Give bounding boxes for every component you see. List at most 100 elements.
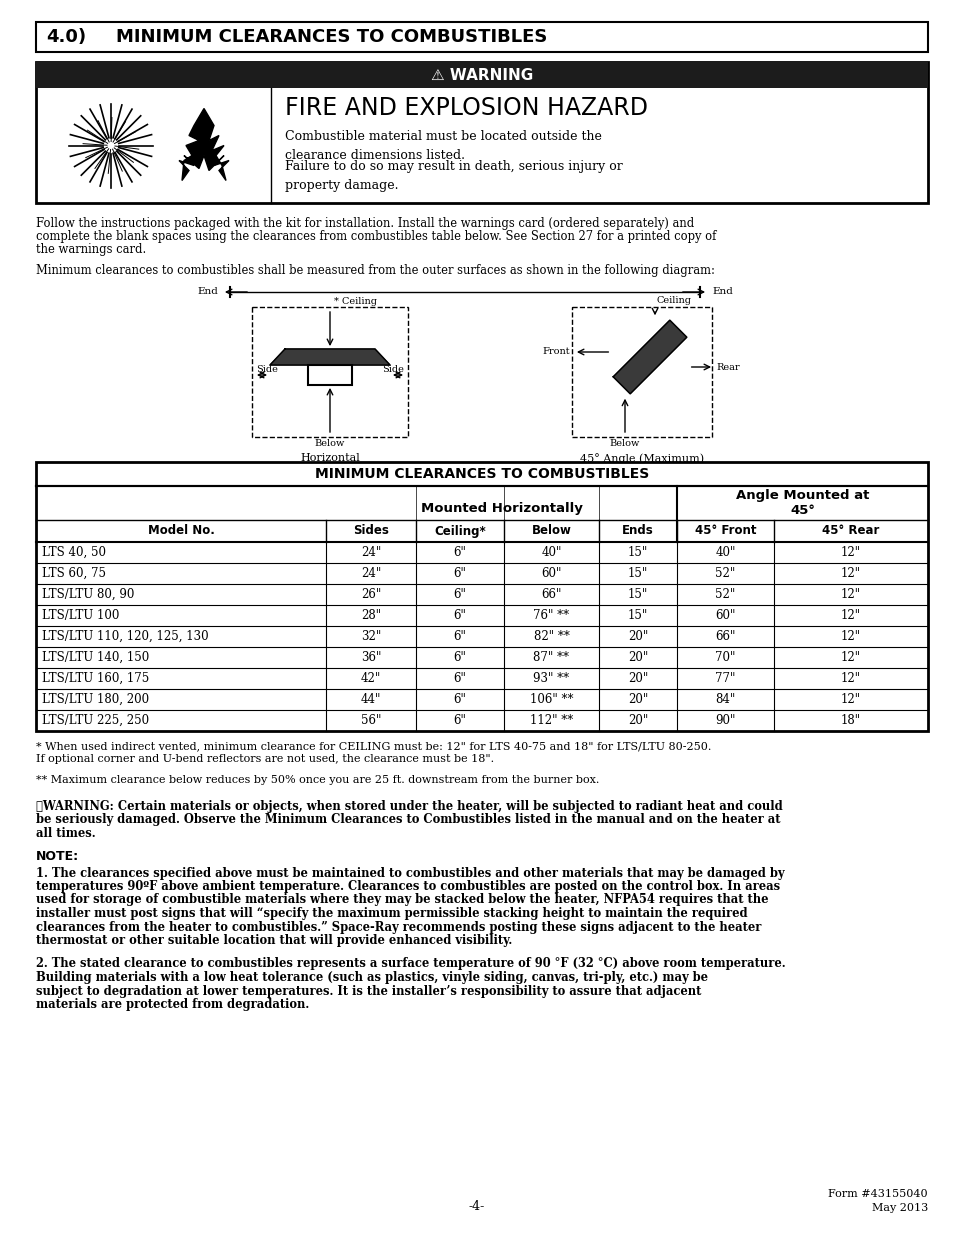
Text: 76" **: 76" **	[533, 609, 569, 622]
Text: 26": 26"	[360, 588, 381, 601]
Text: 52": 52"	[715, 588, 735, 601]
Text: 40": 40"	[540, 546, 561, 559]
Text: 60": 60"	[715, 609, 735, 622]
Text: 4.0): 4.0)	[46, 28, 86, 46]
Text: 12": 12"	[840, 588, 861, 601]
Text: the warnings card.: the warnings card.	[36, 243, 146, 256]
Text: 52": 52"	[715, 567, 735, 580]
Text: 66": 66"	[540, 588, 561, 601]
Text: Below: Below	[531, 525, 571, 537]
Text: 20": 20"	[627, 651, 647, 664]
Text: 15": 15"	[627, 588, 647, 601]
Text: 15": 15"	[627, 567, 647, 580]
Text: 44": 44"	[360, 693, 381, 706]
Text: Ends: Ends	[621, 525, 653, 537]
Text: 82" **: 82" **	[533, 630, 569, 643]
Text: ⚠ WARNING: ⚠ WARNING	[431, 68, 533, 83]
Text: 87" **: 87" **	[533, 651, 569, 664]
Text: NOTE:: NOTE:	[36, 851, 79, 863]
Text: End: End	[711, 288, 732, 296]
Text: 45° Angle (Maximum): 45° Angle (Maximum)	[579, 453, 703, 464]
Text: 12": 12"	[840, 567, 861, 580]
Text: 6": 6"	[453, 630, 466, 643]
Text: Below: Below	[609, 438, 639, 448]
Bar	[252, 308, 408, 437]
Polygon shape	[613, 320, 686, 394]
Text: Sides: Sides	[353, 525, 389, 537]
Text: used for storage of combustible materials where they may be stacked below the he: used for storage of combustible material…	[36, 893, 768, 906]
Text: LTS/LTU 140, 150: LTS/LTU 140, 150	[42, 651, 149, 664]
Text: 6": 6"	[453, 588, 466, 601]
Text: Rear: Rear	[716, 363, 739, 372]
Text: 24": 24"	[360, 546, 381, 559]
Text: 15": 15"	[627, 546, 647, 559]
Text: 2. The stated clearance to combustibles represents a surface temperature of 90 °: 2. The stated clearance to combustibles …	[36, 957, 785, 971]
Text: 6": 6"	[453, 546, 466, 559]
Text: 93" **: 93" **	[533, 672, 569, 685]
Text: 12": 12"	[840, 693, 861, 706]
Text: LTS 40, 50: LTS 40, 50	[42, 546, 106, 559]
Text: LTS/LTU 110, 120, 125, 130: LTS/LTU 110, 120, 125, 130	[42, 630, 209, 643]
Text: Ceiling: Ceiling	[657, 296, 691, 305]
Text: 28": 28"	[360, 609, 380, 622]
Text: Horizontal: Horizontal	[300, 453, 359, 463]
Text: 20": 20"	[627, 714, 647, 727]
Text: Side: Side	[255, 366, 277, 374]
Text: * Ceiling: * Ceiling	[334, 296, 376, 306]
Text: all times.: all times.	[36, 827, 95, 840]
Text: 12": 12"	[840, 630, 861, 643]
Text: 32": 32"	[360, 630, 381, 643]
Text: MINIMUM CLEARANCES TO COMBUSTIBLES: MINIMUM CLEARANCES TO COMBUSTIBLES	[314, 467, 648, 480]
Text: 42": 42"	[360, 672, 381, 685]
Text: 90": 90"	[715, 714, 735, 727]
Text: Ceiling*: Ceiling*	[434, 525, 485, 537]
Bar	[36, 62, 927, 203]
Text: Follow the instructions packaged with the kit for installation. Install the warn: Follow the instructions packaged with th…	[36, 217, 694, 230]
Text: Below: Below	[314, 438, 345, 448]
Text: LTS/LTU 160, 175: LTS/LTU 160, 175	[42, 672, 149, 685]
Text: FIRE AND EXPLOSION HAZARD: FIRE AND EXPLOSION HAZARD	[285, 96, 647, 120]
Text: clearances from the heater to combustibles.” Space-Ray recommends posting these : clearances from the heater to combustibl…	[36, 920, 760, 934]
Polygon shape	[270, 350, 390, 366]
Text: 36": 36"	[360, 651, 381, 664]
Text: 40": 40"	[715, 546, 735, 559]
Text: Combustible material must be located outside the
clearance dimensions listed.: Combustible material must be located out…	[285, 130, 601, 162]
Text: thermostat or other suitable location that will provide enhanced visibility.: thermostat or other suitable location th…	[36, 934, 512, 947]
Text: 6": 6"	[453, 693, 466, 706]
Text: Failure to do so may result in death, serious injury or
property damage.: Failure to do so may result in death, se…	[285, 161, 622, 191]
Text: 112" **: 112" **	[529, 714, 573, 727]
Text: 20": 20"	[627, 672, 647, 685]
Text: Front: Front	[542, 347, 569, 357]
Bar	[36, 22, 927, 52]
Text: 12": 12"	[840, 651, 861, 664]
Text: 20": 20"	[627, 630, 647, 643]
Text: 6": 6"	[453, 672, 466, 685]
Text: Mounted Horizontally: Mounted Horizontally	[420, 501, 582, 515]
Text: complete the blank spaces using the clearances from combustibles table below. Se: complete the blank spaces using the clea…	[36, 230, 716, 243]
Text: LTS/LTU 100: LTS/LTU 100	[42, 609, 119, 622]
Text: 15": 15"	[627, 609, 647, 622]
Text: 60": 60"	[540, 567, 561, 580]
Text: 1. The clearances specified above must be maintained to combustibles and other m: 1. The clearances specified above must b…	[36, 867, 783, 879]
Text: LTS/LTU 225, 250: LTS/LTU 225, 250	[42, 714, 149, 727]
Bar	[36, 462, 927, 731]
Text: 12": 12"	[840, 609, 861, 622]
Text: temperatures 90ºF above ambient temperature. Clearances to combustibles are post: temperatures 90ºF above ambient temperat…	[36, 881, 780, 893]
Text: Model No.: Model No.	[148, 525, 214, 537]
Text: 45° Rear: 45° Rear	[821, 525, 879, 537]
Text: 6": 6"	[453, 567, 466, 580]
Text: LTS/LTU 80, 90: LTS/LTU 80, 90	[42, 588, 134, 601]
Bar	[36, 62, 927, 88]
Text: 24": 24"	[360, 567, 381, 580]
Text: 18": 18"	[840, 714, 861, 727]
Bar	[308, 366, 352, 385]
Text: subject to degradation at lower temperatures. It is the installer’s responsibili: subject to degradation at lower temperat…	[36, 984, 700, 998]
Text: Minimum clearances to combustibles shall be measured from the outer surfaces as : Minimum clearances to combustibles shall…	[36, 264, 714, 277]
Text: LTS/LTU 180, 200: LTS/LTU 180, 200	[42, 693, 149, 706]
Text: 12": 12"	[840, 546, 861, 559]
Text: MINIMUM CLEARANCES TO COMBUSTIBLES: MINIMUM CLEARANCES TO COMBUSTIBLES	[116, 28, 547, 46]
Text: 56": 56"	[360, 714, 381, 727]
Text: Side: Side	[382, 366, 403, 374]
Text: 66": 66"	[715, 630, 735, 643]
Text: 77": 77"	[715, 672, 735, 685]
